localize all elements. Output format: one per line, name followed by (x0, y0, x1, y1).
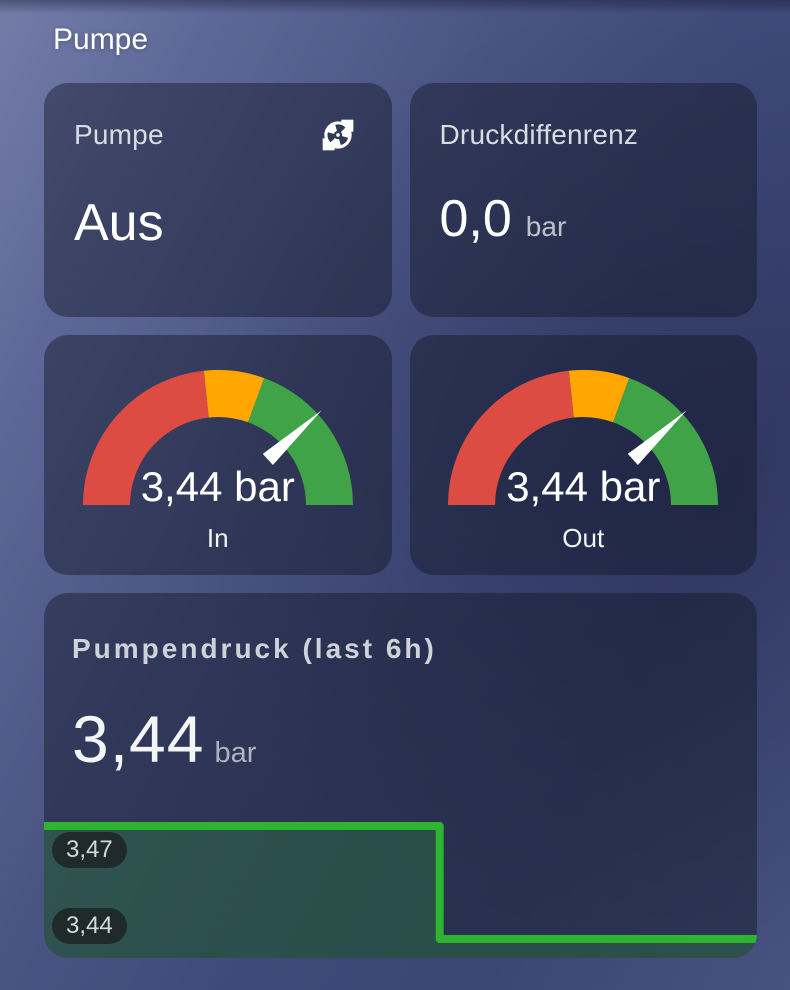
history-line-chart (44, 818, 757, 958)
pressure-diff-header: Druckdiffenrenz (440, 119, 728, 151)
max-extrema-badge: 3,47 (52, 832, 127, 868)
pressure-diff-value: 0,0 (439, 190, 512, 248)
gauge-out-label: Out (562, 523, 605, 553)
gauge-card-out[interactable]: 3,44 bar Out (409, 335, 757, 575)
history-card-title: Pumpendruck (last 6h) (72, 633, 437, 664)
gauge-out-value: 3,44 bar (506, 463, 661, 510)
pressure-diff-card[interactable]: Druckdiffenrenz 0,0 bar (409, 83, 757, 317)
history-unit: bar (214, 737, 257, 769)
gauge-in-value: 3,44 bar (140, 463, 295, 510)
dashboard-view: Pumpe Pumpe (44, 23, 757, 958)
history-value-row: 3,44 bar (72, 701, 729, 777)
pressure-diff-unit: bar (525, 211, 567, 242)
gauge-out-arc (443, 360, 723, 510)
page-title: Pumpe (53, 23, 149, 56)
pump-state: Aus (74, 194, 164, 252)
min-extrema-badge: 3,44 (52, 908, 127, 944)
history-card[interactable]: Pumpendruck (last 6h) 3,44 bar 3,47 3,44 (44, 593, 757, 958)
pressure-history-chart: 3,47 3,44 (44, 818, 757, 958)
gauge-card-in[interactable]: 3,44 bar In (44, 335, 392, 575)
gauge-in-arc (78, 360, 358, 510)
pump-card-header: Pumpe (74, 119, 362, 155)
pressure-diff-value-row: 0,0 bar (440, 189, 728, 249)
pump-icon[interactable] (318, 115, 358, 155)
card-grid: Pumpe (44, 83, 757, 958)
history-current-value: 3,44 (72, 702, 205, 776)
pressure-diff-title: Druckdiffenrenz (439, 119, 639, 150)
pump-state-row: Aus (74, 193, 362, 253)
pump-card-title: Pumpe (74, 119, 164, 150)
pump-card[interactable]: Pumpe (44, 83, 392, 317)
gauge-in-label: In (206, 523, 229, 553)
